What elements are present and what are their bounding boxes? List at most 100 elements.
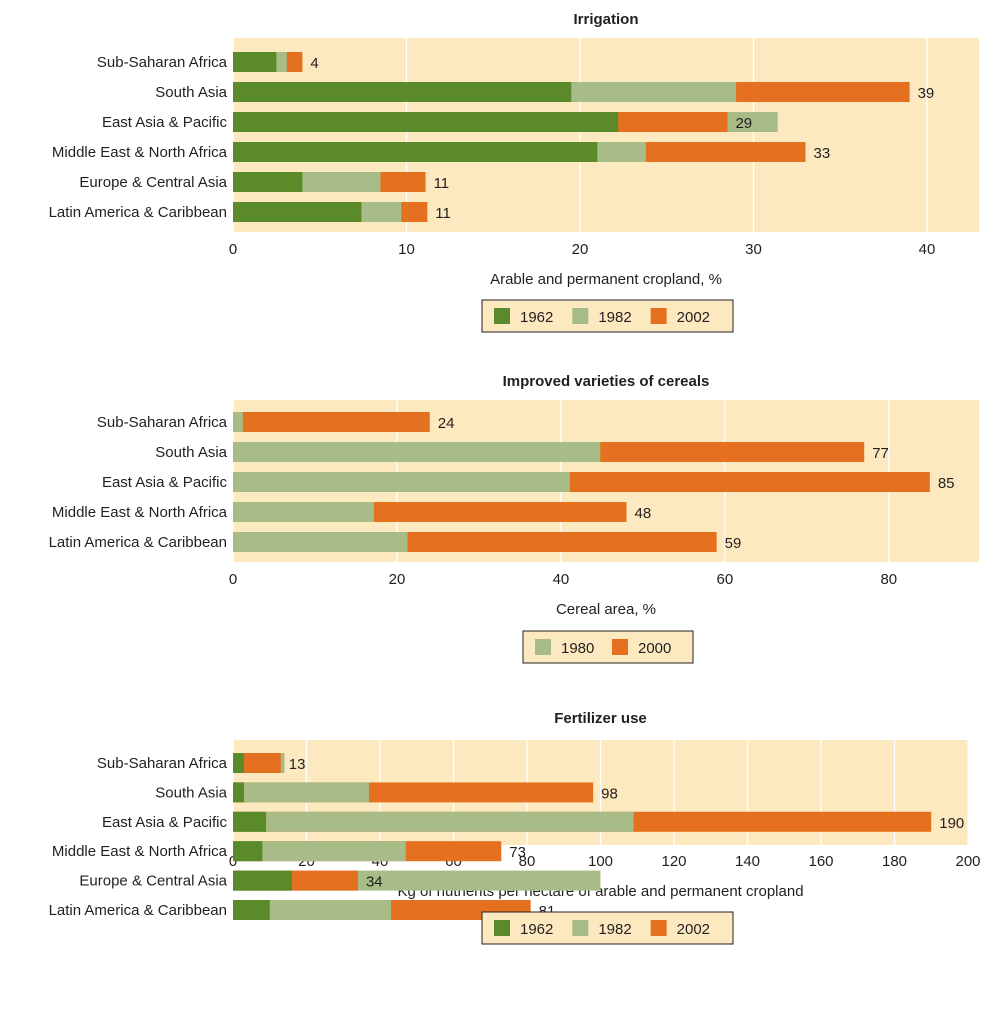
legend-swatch-1980 [535,639,551,655]
bar-2002-sub-saharan-africa [233,753,281,773]
bar-1962-latin-america-and-caribbean [233,900,270,920]
value-label: 33 [814,145,831,162]
bar-1962-south-asia [233,782,245,803]
tick-label: 100 [588,853,613,870]
category-label: East Asia & Pacific [102,474,228,491]
x-axis-label: Arable and permanent cropland, % [490,271,722,288]
tick-label: 0 [229,241,237,258]
chart-title: Irrigation [573,11,638,28]
tick-label: 200 [955,853,980,870]
bar-1962-east-asia-and-pacific [233,112,619,132]
legend-label-2002: 2002 [677,309,710,326]
category-label: South Asia [155,444,227,461]
chart-title: Fertilizer use [554,710,647,727]
value-label: 48 [634,505,651,522]
legend-label-1980: 1980 [561,640,594,657]
bar-1982-south-asia [233,782,369,803]
bar-1962-sub-saharan-africa [233,52,277,72]
legend-swatch-2000 [612,639,628,655]
legend: 1980 2000 [522,630,694,664]
tick-label: 120 [661,853,686,870]
category-label: Europe & Central Asia [79,873,227,890]
chart-irrigation: Irrigation 0 10 20 30 40 Arable and permanent … [49,11,979,333]
tick-label: 0 [229,853,237,870]
tick-label: 80 [880,571,897,588]
tick-label: 30 [745,241,762,258]
legend: 1962 1982 2002 [481,299,734,333]
value-label: 85 [938,475,955,492]
bar-1980-south-asia [233,442,601,462]
category-label: Sub-Saharan Africa [97,54,228,71]
legend-box [481,911,734,945]
category-label: Middle East & North Africa [52,843,228,860]
bar-1980-latin-america-and-caribbean [233,532,408,552]
category-label: Middle East & North Africa [52,144,228,161]
category-label: South Asia [155,784,227,801]
bar-1982-latin-america-and-caribbean [233,900,392,920]
legend-label-2000: 2000 [638,640,671,657]
bar-1962-latin-america-and-caribbean [233,202,362,222]
tick-label: 160 [808,853,833,870]
bar-1980-sub-saharan-africa [233,412,243,432]
value-label: 98 [601,785,618,802]
value-label: 34 [366,874,383,891]
legend: 1962 1982 2002 [481,911,734,945]
legend-box [481,299,734,333]
value-label: 29 [735,115,752,132]
tick-label: 140 [735,853,760,870]
bar-1962-middle-east-and-north-africa [233,841,263,862]
value-label: 13 [289,756,306,773]
bar-2000-sub-saharan-africa [233,412,430,432]
legend-box [522,630,694,664]
legend-swatch-1982 [572,308,589,324]
bar-1980-east-asia-and-pacific [233,472,570,492]
tick-label: 40 [919,241,936,258]
category-label: Latin America & Caribbean [49,902,227,919]
tick-label: 60 [717,571,734,588]
legend-swatch-1982 [572,920,589,936]
value-label: 4 [310,55,318,72]
category-label: East Asia & Pacific [102,814,228,831]
value-label: 24 [438,415,455,432]
legend-swatch-1962 [494,308,510,324]
tick-label: 40 [553,571,570,588]
chart-improved-varieties-of-cereals: Improved varieties of cereals 0 20 40 60 80 Ce… [49,373,979,664]
bar-1962-middle-east-and-north-africa [233,142,598,162]
bar-1982-east-asia-and-pacific [233,811,634,832]
category-label: Sub-Saharan Africa [97,414,228,431]
value-label: 77 [872,445,889,462]
bar-1962-south-asia [233,82,572,102]
tick-label: 10 [398,241,415,258]
bar-1962-east-asia-and-pacific [233,811,267,832]
category-label: Sub-Saharan Africa [97,755,228,772]
bar-1962-europe-and-central-asia [233,172,303,192]
category-label: Latin America & Caribbean [49,204,227,221]
value-label: 59 [725,535,742,552]
bar-1982-middle-east-and-north-africa [233,841,406,862]
category-label: East Asia & Pacific [102,114,228,131]
legend-swatch-1962 [494,920,510,936]
legend-label-1982: 1982 [598,921,631,938]
bar-1962-sub-saharan-africa [233,753,245,773]
value-label: 73 [509,844,526,861]
plot-background [233,38,979,232]
category-label: Europe & Central Asia [79,174,227,191]
x-axis-label: Cereal area, % [556,601,656,618]
tick-label: 20 [572,241,589,258]
value-label: 11 [434,175,450,192]
legend-swatch-2002 [650,308,667,324]
category-label: Latin America & Caribbean [49,534,227,551]
legend-label-1962: 1962 [520,309,553,326]
legend-swatch-2002 [650,920,667,936]
category-label: Middle East & North Africa [52,504,228,521]
tick-label: 0 [229,571,237,588]
category-label: South Asia [155,84,227,101]
value-label: 190 [939,815,964,832]
tick-label: 20 [389,571,406,588]
chart-title: Improved varieties of cereals [503,373,710,390]
legend-label-2002: 2002 [677,921,710,938]
bar-1980-middle-east-and-north-africa [233,502,375,522]
tick-label: 80 [519,853,536,870]
